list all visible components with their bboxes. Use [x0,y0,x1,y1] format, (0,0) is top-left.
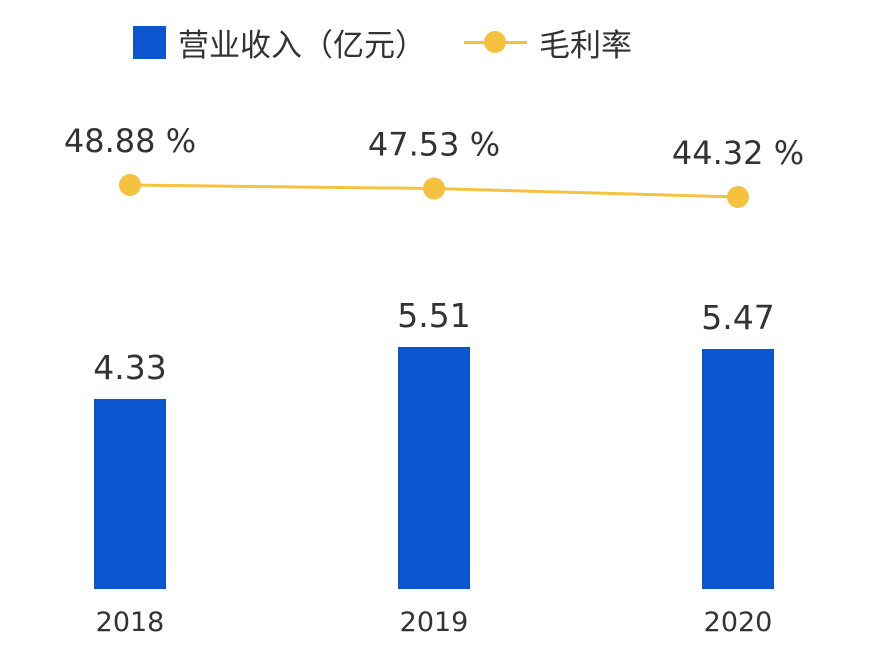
legend-swatch-gross-margin [464,27,527,57]
gross-margin-label-2020: 44.32 % [672,134,804,172]
bar-2018 [94,399,166,589]
bar-value-label-2020: 5.47 [701,298,774,337]
bar-value-label-2019: 5.51 [397,296,470,335]
legend: 营业收入（亿元） 毛利率 [0,0,886,86]
legend-item-gross-margin: 毛利率 [464,22,632,64]
bar-value-label-2018: 4.33 [93,348,166,387]
bar-2020 [702,349,774,589]
gross-margin-label-2019: 47.53 % [368,126,500,164]
x-tick-label-2018: 2018 [96,607,165,638]
gross-margin-point-2020 [727,186,749,208]
bar-2019 [398,347,470,589]
gross-margin-label-2018: 48.88 % [64,122,196,160]
legend-label-gross-margin: 毛利率 [539,27,632,64]
gross-margin-point-2019 [423,177,445,200]
x-tick-label-2019: 2019 [400,607,469,638]
x-tick-label-2020: 2020 [704,607,773,638]
legend-item-revenue: 营业收入（亿元） [133,22,426,64]
legend-swatch-revenue [133,25,166,59]
legend-label-revenue: 营业收入（亿元） [178,27,426,64]
gross-margin-point-2018 [119,174,141,196]
